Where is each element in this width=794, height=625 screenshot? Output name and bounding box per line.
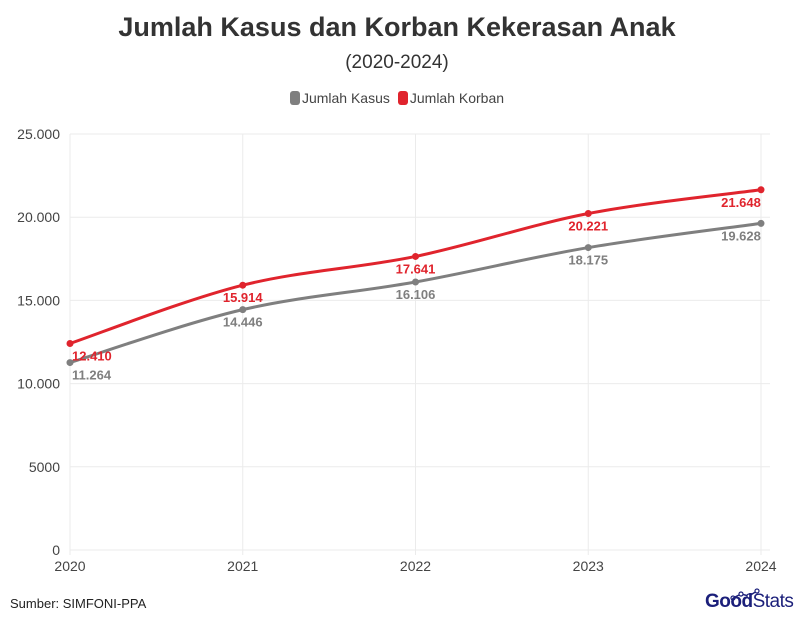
logo-dot-icon	[746, 593, 752, 599]
y-tick-label: 0	[52, 542, 60, 558]
y-tick-label: 20.000	[17, 209, 60, 225]
data-point	[757, 219, 765, 227]
legend-swatch	[397, 91, 408, 105]
data-label: 17.641	[396, 261, 436, 276]
y-tick-label: 10.000	[17, 376, 60, 392]
legend-item-kasus[interactable]: Jumlah Kasus	[289, 90, 390, 106]
data-label: 20.221	[568, 219, 608, 234]
legend-item-korban[interactable]: Jumlah Korban	[397, 90, 505, 106]
data-label: 18.175	[568, 253, 608, 268]
y-tick-label: 15.000	[17, 292, 60, 308]
data-point	[66, 359, 74, 367]
data-point	[239, 281, 247, 289]
data-label: 19.628	[721, 228, 761, 243]
legend-label: Jumlah Korban	[409, 90, 505, 106]
logo-dot-icon	[730, 595, 736, 601]
logo-dot-icon	[754, 588, 760, 594]
logo-trend-icon	[732, 590, 758, 599]
data-label: 11.264	[72, 368, 112, 383]
data-label: 21.648	[721, 195, 761, 210]
goodstats-logo: GoodStats	[705, 591, 794, 612]
x-tick-label: 2024	[745, 558, 776, 574]
data-point	[584, 210, 592, 218]
x-tick-label: 2020	[54, 558, 85, 574]
data-label: 16.106	[396, 287, 436, 302]
data-point	[66, 339, 74, 347]
logo-dot-icon	[738, 591, 744, 597]
x-tick-label: 2023	[573, 558, 604, 574]
data-label: 14.446	[223, 315, 263, 330]
legend-label: Jumlah Kasus	[301, 90, 390, 106]
chart-title: Jumlah Kasus dan Korban Kekerasan Anak	[118, 12, 676, 42]
data-label: 15.914	[223, 290, 264, 305]
x-tick-label: 2021	[227, 558, 258, 574]
y-tick-label: 25.000	[17, 126, 60, 142]
data-point	[757, 186, 765, 194]
legend-swatch	[289, 91, 300, 105]
chart-subtitle: (2020-2024)	[345, 52, 449, 73]
data-point	[239, 306, 247, 314]
data-point	[584, 244, 592, 252]
legend: Jumlah Kasus Jumlah Korban	[0, 90, 794, 106]
y-tick-label: 5000	[29, 459, 60, 475]
data-label: 12.410	[72, 348, 112, 363]
source-note: Sumber: SIMFONI-PPA	[10, 596, 147, 611]
data-point	[412, 252, 419, 260]
x-tick-label: 2022	[400, 558, 431, 574]
data-point	[412, 278, 419, 286]
